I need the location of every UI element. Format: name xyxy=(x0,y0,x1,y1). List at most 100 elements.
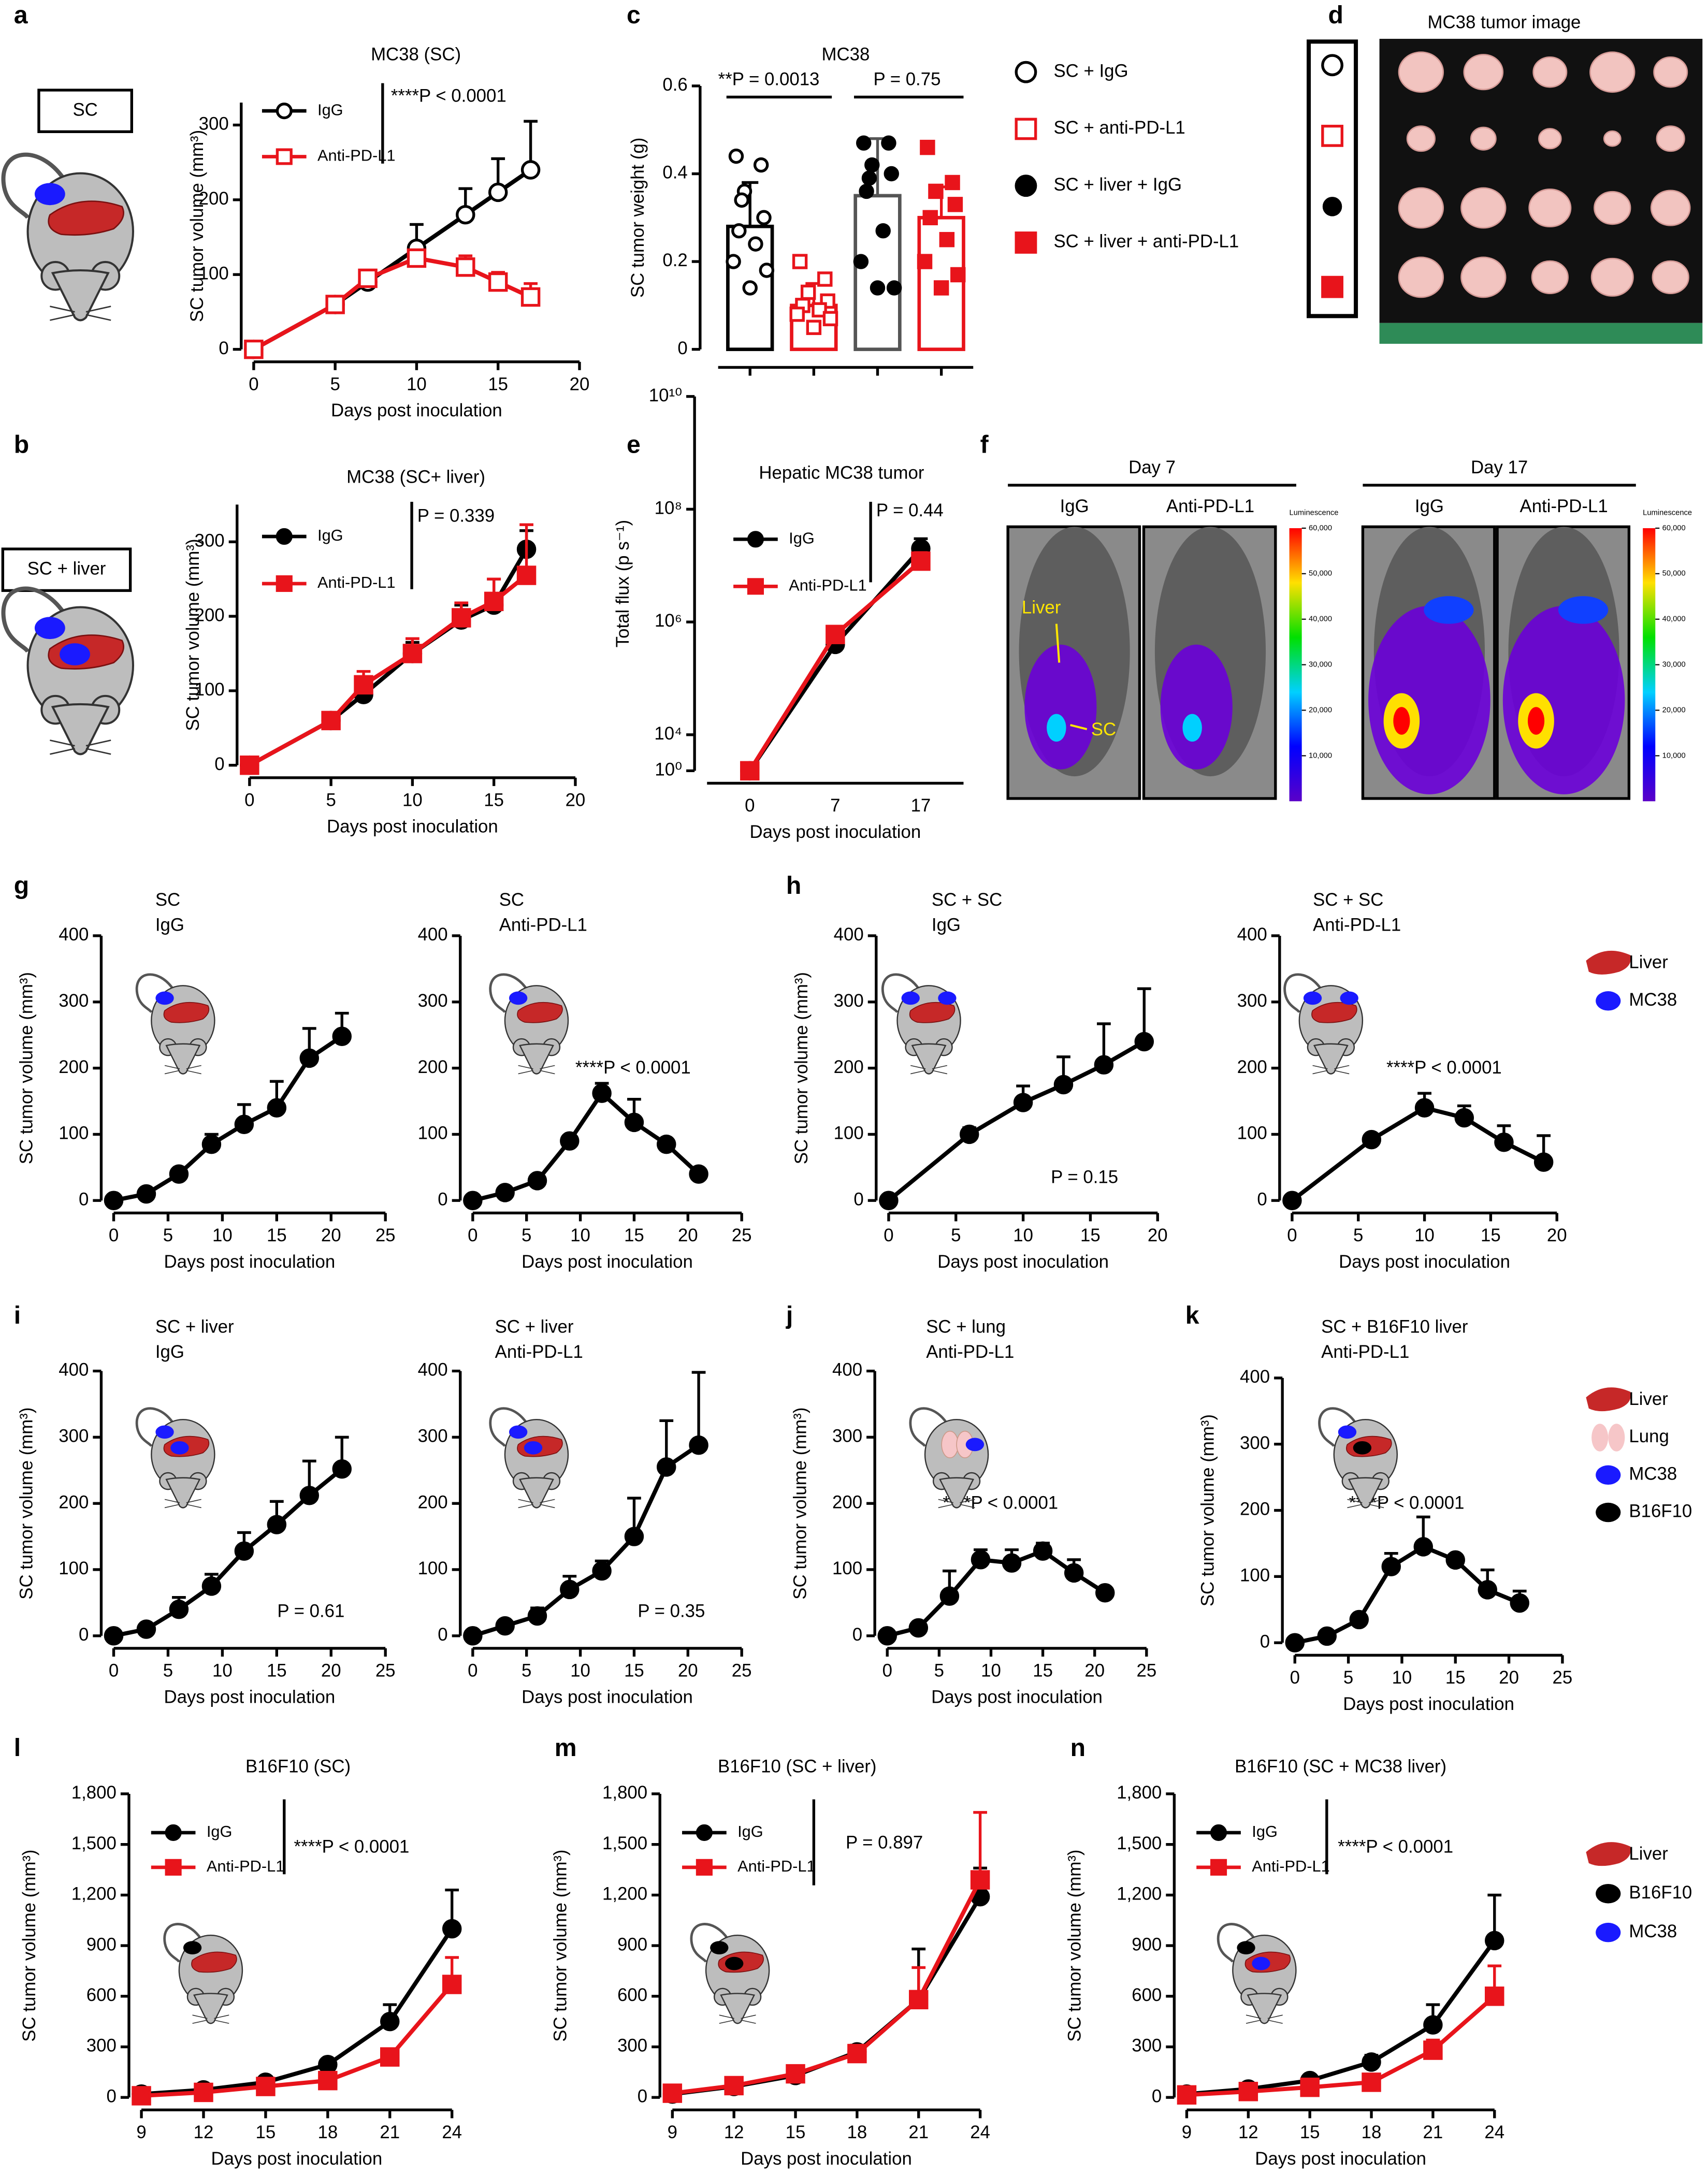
marker xyxy=(939,1586,960,1606)
marker xyxy=(442,1975,462,1994)
x-tick-label: 20 xyxy=(678,1661,698,1681)
mouse-tail xyxy=(163,1923,202,1963)
tumor xyxy=(34,183,65,206)
marker xyxy=(847,2043,867,2064)
legend-marker xyxy=(747,531,764,548)
y-tick-label: 10⁶ xyxy=(655,611,682,631)
signal-core xyxy=(1182,714,1202,742)
colorbar-tick-label: 60,000 xyxy=(1662,524,1686,532)
marker xyxy=(689,1435,708,1455)
chart-title: Anti-PD-L1 xyxy=(1321,1342,1409,1362)
tumor xyxy=(1589,51,1635,93)
colorbar-title: Luminescence xyxy=(1290,509,1339,517)
y-tick-label: 300 xyxy=(195,530,225,550)
y-tick-label: 200 xyxy=(59,1057,89,1077)
x-tick-label: 15 xyxy=(267,1661,287,1681)
icon-label: SC xyxy=(73,99,97,120)
legend-label: Anti-PD-L1 xyxy=(789,576,866,594)
y-tick-label: 300 xyxy=(59,991,89,1011)
x-tick-label: 10 xyxy=(402,790,423,810)
marker xyxy=(817,271,833,287)
marker xyxy=(856,135,872,151)
colorbar-tick-label: 50,000 xyxy=(1662,570,1686,578)
y-tick-label: 100 xyxy=(59,1123,89,1143)
legend-label: IgG xyxy=(317,100,343,119)
p-value: P = 0.35 xyxy=(638,1601,705,1621)
y-tick-label: 1,500 xyxy=(71,1833,117,1853)
panel-label: b xyxy=(14,431,29,459)
signal xyxy=(1502,605,1625,794)
marker xyxy=(1134,1032,1154,1052)
tumor xyxy=(938,991,957,1005)
x-axis-label: Days post inoculation xyxy=(931,1687,1103,1707)
y-tick-label: 0 xyxy=(1152,2086,1162,2106)
icon-legend-label: Lung xyxy=(1629,1426,1669,1446)
x-tick-label: 10 xyxy=(570,1225,590,1245)
mouse-head xyxy=(911,1043,947,1075)
legend-label: Anti-PD-L1 xyxy=(317,147,395,165)
colorbar xyxy=(1289,528,1302,802)
y-tick-label: 0 xyxy=(438,1625,447,1645)
x-tick-label: 15 xyxy=(624,1661,644,1681)
y-tick-label: 300 xyxy=(1132,2036,1162,2056)
marker xyxy=(886,280,902,296)
x-tick-label: 10 xyxy=(212,1661,233,1681)
marker xyxy=(332,1026,352,1046)
y-tick-label: 0 xyxy=(438,1189,447,1209)
x-tick-label: 12 xyxy=(194,2122,214,2142)
y-tick-label: 10⁴ xyxy=(654,723,682,744)
tumor xyxy=(60,643,91,665)
mouse-tail xyxy=(1283,973,1322,1013)
marker xyxy=(877,1626,897,1646)
y-tick-label: 1,200 xyxy=(602,1884,647,1904)
y-axis-label: SC tumor weight (g) xyxy=(628,138,648,298)
p-value: P = 0.75 xyxy=(873,69,940,89)
x-tick-label: 9 xyxy=(136,2122,146,2142)
signal xyxy=(1160,644,1233,770)
mouse-whiskers xyxy=(518,1499,555,1509)
marker xyxy=(318,2070,338,2091)
image-label: IgG xyxy=(1060,496,1089,516)
tumor xyxy=(1406,125,1436,152)
x-axis-label: Days post inoculation xyxy=(164,1687,335,1707)
x-tick-label: 24 xyxy=(1484,2122,1504,2142)
x-tick-label: 15 xyxy=(1445,1668,1466,1688)
signal xyxy=(1368,605,1490,794)
marker xyxy=(1002,1553,1022,1573)
panel-label: g xyxy=(14,872,29,900)
marker xyxy=(354,675,373,695)
x-tick-label: 0 xyxy=(109,1225,119,1245)
liver xyxy=(909,1002,956,1023)
marker xyxy=(267,1515,287,1534)
y-tick-label: 300 xyxy=(418,1426,448,1446)
chart-title: Anti-PD-L1 xyxy=(1313,915,1401,935)
y-tick-label: 1,800 xyxy=(71,1782,117,1803)
chart-title: SC xyxy=(499,890,524,910)
x-axis-label: Days post inoculation xyxy=(1255,2149,1426,2169)
marker xyxy=(169,1164,189,1184)
marker xyxy=(488,182,508,202)
tumor xyxy=(1460,256,1507,298)
y-tick-label: 10⁰ xyxy=(655,760,682,780)
legend-marker xyxy=(696,1859,713,1876)
mouse-whiskers xyxy=(1312,1065,1350,1075)
mouse-head xyxy=(519,1477,554,1509)
marker xyxy=(950,267,966,283)
marker xyxy=(740,761,760,781)
marker xyxy=(731,223,747,239)
y-tick-label: 300 xyxy=(59,1426,89,1446)
marker xyxy=(884,166,900,182)
tumor xyxy=(1652,260,1689,295)
x-tick-label: 5 xyxy=(522,1225,531,1245)
panel-label: f xyxy=(980,431,989,459)
group-key-box xyxy=(1307,39,1358,318)
tumor xyxy=(509,991,528,1005)
chart-title: Anti-PD-L1 xyxy=(495,1342,583,1362)
x-tick-label: 5 xyxy=(330,374,340,394)
marker xyxy=(789,307,805,322)
y-tick-label: 900 xyxy=(86,1934,117,1954)
y-tick-label: 100 xyxy=(1237,1123,1267,1143)
marker xyxy=(786,2064,805,2084)
legend-marker xyxy=(1321,276,1343,298)
